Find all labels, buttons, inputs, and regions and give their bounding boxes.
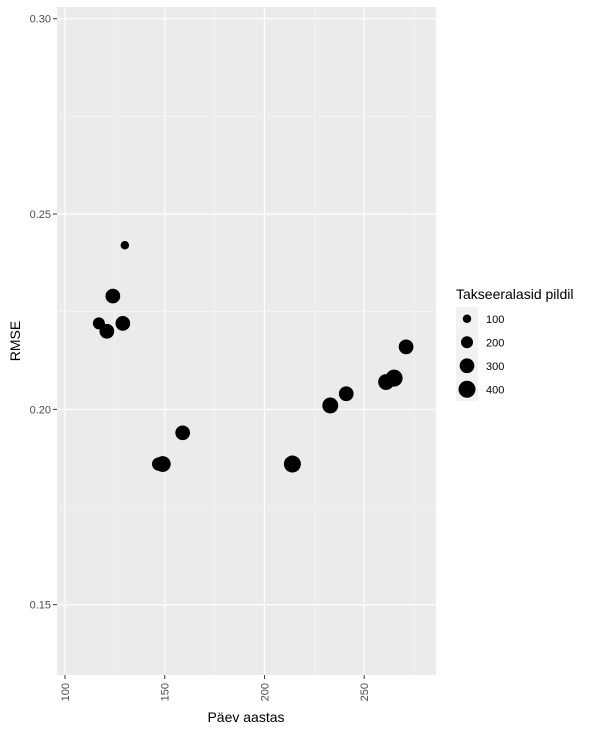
legend-label: 100	[486, 314, 504, 326]
data-point	[115, 316, 131, 331]
y-tick-label: 0.25	[30, 209, 51, 221]
size-legend: Takseeralasid pildil 100 200 300 400	[456, 286, 574, 401]
legend-key-point	[462, 314, 472, 323]
axis-ticks	[53, 18, 365, 679]
y-tick-label: 0.30	[30, 14, 51, 26]
y-tick-label: 0.15	[30, 600, 51, 612]
data-point	[385, 369, 403, 387]
data-point	[398, 339, 414, 355]
y-axis-title: RMSE	[7, 321, 23, 361]
legend-key-point	[458, 380, 476, 398]
plot-panel	[57, 7, 436, 675]
data-point	[105, 288, 121, 304]
y-tick-label: 0.20	[30, 404, 51, 416]
data-point	[338, 386, 354, 402]
data-point	[283, 455, 301, 473]
data-point	[120, 241, 130, 250]
data-points	[92, 241, 414, 473]
grid-major	[57, 7, 436, 675]
x-tick-label: 150	[160, 683, 172, 701]
data-point	[99, 323, 115, 339]
data-point	[154, 456, 171, 473]
data-point	[175, 425, 191, 441]
x-tick-label: 250	[359, 683, 371, 701]
grid-minor	[57, 7, 436, 675]
legend-label: 200	[486, 337, 504, 349]
legend-title: Takseeralasid pildil	[456, 286, 574, 302]
legend-key-point	[460, 336, 474, 349]
data-point	[322, 397, 339, 414]
x-tick-labels: 100 150 200 250	[60, 683, 371, 701]
legend-key-point	[459, 358, 475, 374]
legend-label: 400	[486, 384, 504, 396]
x-tick-label: 100	[60, 683, 72, 701]
legend-entries: 100 200 300 400	[456, 307, 504, 401]
y-tick-labels: 0.15 0.20 0.25 0.30	[30, 14, 51, 612]
x-tick-label: 200	[259, 683, 271, 701]
legend-label: 300	[486, 361, 504, 373]
x-axis-title: Päev aastas	[207, 709, 284, 725]
